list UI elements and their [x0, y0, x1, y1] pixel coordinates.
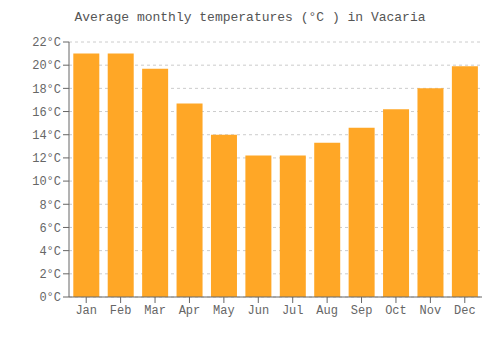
- svg-text:2°C: 2°C: [39, 268, 61, 282]
- svg-text:Jun: Jun: [247, 304, 269, 318]
- svg-text:Jul: Jul: [282, 304, 304, 318]
- svg-text:Apr: Apr: [179, 304, 201, 318]
- svg-text:12°C: 12°C: [32, 152, 61, 166]
- svg-text:8°C: 8°C: [39, 199, 61, 213]
- svg-text:Mar: Mar: [144, 304, 166, 318]
- html-text:Average monthly temperatures (: Average monthly temperatures (°C ) in Va…: [74, 10, 426, 25]
- svg-text:Feb: Feb: [110, 304, 132, 318]
- svg-text:10°C: 10°C: [32, 175, 61, 189]
- svg-text:14°C: 14°C: [32, 129, 61, 143]
- svg-text:Sep: Sep: [351, 304, 373, 318]
- svg-text:Nov: Nov: [420, 304, 442, 318]
- svg-text:0°C: 0°C: [39, 291, 61, 305]
- svg-text:Oct: Oct: [385, 304, 407, 318]
- svg-text:16°C: 16°C: [32, 106, 61, 120]
- svg-text:4°C: 4°C: [39, 245, 61, 259]
- svg-text:20°C: 20°C: [32, 59, 61, 73]
- svg-text:6°C: 6°C: [39, 222, 61, 236]
- svg-text:Aug: Aug: [316, 304, 338, 318]
- svg-text:22°C: 22°C: [32, 36, 61, 50]
- svg-text:18°C: 18°C: [32, 83, 61, 97]
- svg-text:May: May: [213, 304, 235, 318]
- svg-text:Dec: Dec: [454, 304, 476, 318]
- svg-text:Jan: Jan: [75, 304, 97, 318]
